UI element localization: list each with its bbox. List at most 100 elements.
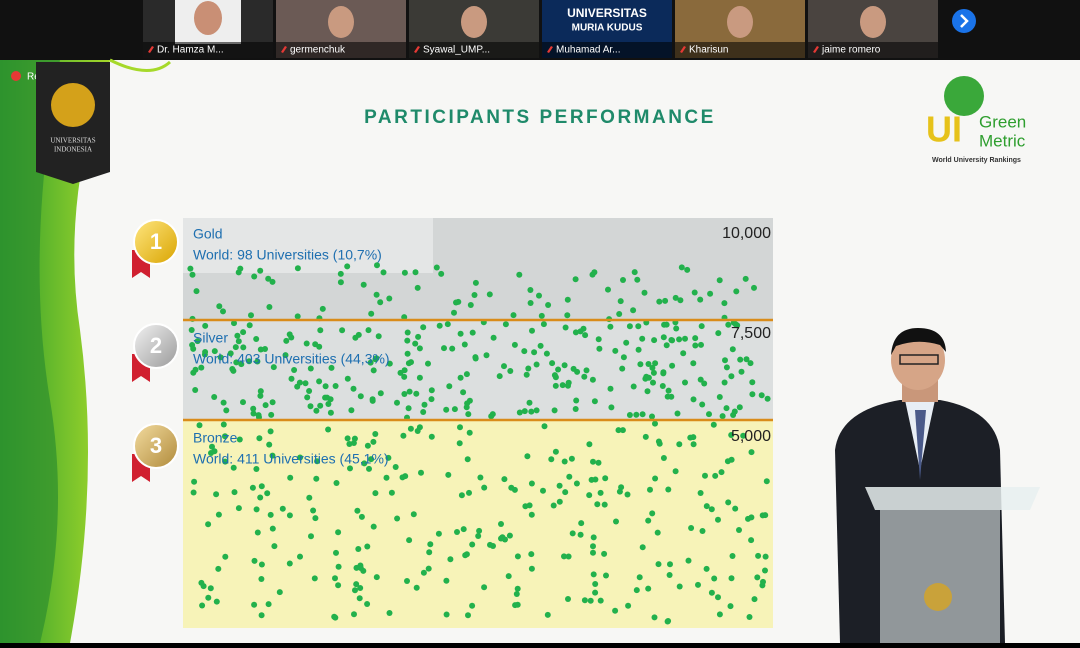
dot [279,505,286,512]
dot [287,474,294,481]
dot [220,308,226,315]
dot [615,427,622,434]
dot [286,560,293,567]
dot [594,501,601,508]
dot [506,532,513,539]
dot [361,460,368,467]
dot [235,338,242,345]
dot [269,278,276,285]
dot [624,491,631,498]
dot [461,341,468,348]
dot [639,411,646,418]
dot [665,486,672,493]
dot [691,289,698,296]
dot [543,350,550,357]
dot [405,360,412,367]
dot [620,354,627,361]
dot [427,541,434,548]
dot [655,561,662,568]
dot [435,530,442,537]
mic-muted-icon [680,46,686,53]
dot [373,291,380,298]
arrow-icon [960,14,969,28]
dot [660,455,667,461]
dot [372,431,379,437]
dot [592,589,599,596]
face [860,6,886,38]
dot [294,383,301,390]
dot [680,350,687,357]
dot [258,576,265,582]
dot [269,452,276,459]
dot [736,527,742,533]
dot [707,290,714,297]
dot [377,390,384,397]
dot [551,407,558,414]
dot [234,332,241,339]
dot [556,482,563,489]
dot [374,262,380,269]
dot [347,465,353,472]
dot [303,340,310,347]
face [328,6,354,38]
dot [297,553,303,560]
dot [250,405,257,412]
next-page-button[interactable] [952,9,976,33]
dot [501,363,507,370]
dot [595,459,602,466]
dot [552,448,559,455]
dot [416,374,423,381]
dot [669,362,676,369]
dot [603,572,609,579]
dot [269,399,276,406]
dot [688,525,695,531]
name-plate [276,42,406,58]
dot [237,265,244,272]
dot [754,574,761,581]
dot [562,489,569,496]
dot [502,321,509,328]
dot [443,577,450,584]
dot [633,411,640,418]
tile-text: UNIVERSITAS [567,6,647,20]
dot [257,392,264,399]
dot [469,541,476,548]
dot [742,275,749,282]
dot [463,551,470,558]
mic-muted-icon [414,46,420,53]
badge-text: INDONESIA [54,146,92,154]
dot [222,433,228,440]
dot [231,320,237,327]
dot [526,502,533,509]
dot [231,489,238,496]
dot [246,358,253,365]
dot [734,322,741,329]
dot [548,456,555,463]
dot [386,360,393,367]
dot [559,382,566,389]
dot [436,322,443,329]
dot [257,388,264,395]
dot [751,284,757,291]
dot [316,378,323,385]
dot [344,435,351,442]
dot [715,594,721,601]
dot [650,369,657,376]
dot [250,410,257,417]
dot [269,525,276,532]
dot [373,574,380,581]
dot [386,295,393,302]
dot [236,436,243,443]
dot [758,392,765,399]
dot [386,610,393,616]
dot [540,321,547,328]
dot [556,498,563,505]
face [727,6,753,38]
level-name: Silver [193,330,228,346]
dot [265,601,272,608]
dot [413,390,420,397]
dot [718,469,725,476]
dot [220,421,227,428]
dot [698,341,704,348]
